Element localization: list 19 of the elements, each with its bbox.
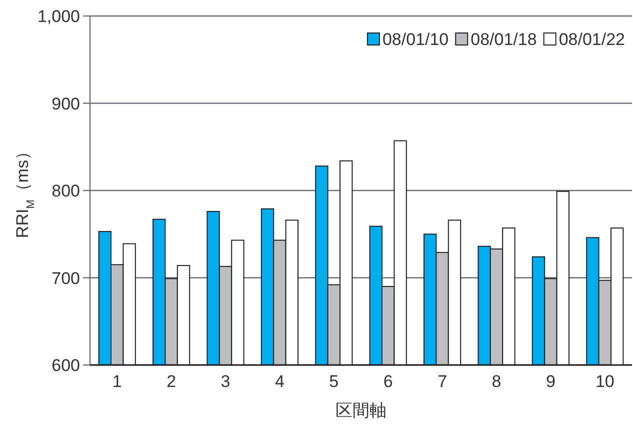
x-axis-title: 区間軸 bbox=[336, 401, 386, 420]
x-tick-label: 6 bbox=[383, 372, 393, 391]
y-tick-label: 800 bbox=[52, 182, 80, 200]
x-tick-label: 9 bbox=[546, 372, 556, 391]
y-tick-label: 900 bbox=[52, 94, 80, 114]
x-tick-label: 5 bbox=[329, 372, 339, 391]
y-tick-label: 600 bbox=[52, 356, 80, 375]
x-tick-label: 10 bbox=[595, 372, 614, 391]
x-tick-label: 4 bbox=[274, 372, 284, 391]
legend-label: 08/01/22 bbox=[558, 30, 625, 49]
legend-label: 08/01/18 bbox=[470, 30, 537, 49]
legend-label: 08/01/10 bbox=[382, 30, 449, 49]
x-tick-label: 7 bbox=[438, 372, 448, 391]
x-tick-label: 8 bbox=[492, 372, 502, 391]
x-tick-label: 3 bbox=[220, 372, 230, 391]
x-tick-label: 2 bbox=[166, 372, 176, 391]
y-tick-label: 700 bbox=[52, 268, 80, 288]
x-tick-label: 1 bbox=[112, 372, 122, 391]
y-tick-label: 1,000 bbox=[37, 7, 80, 26]
